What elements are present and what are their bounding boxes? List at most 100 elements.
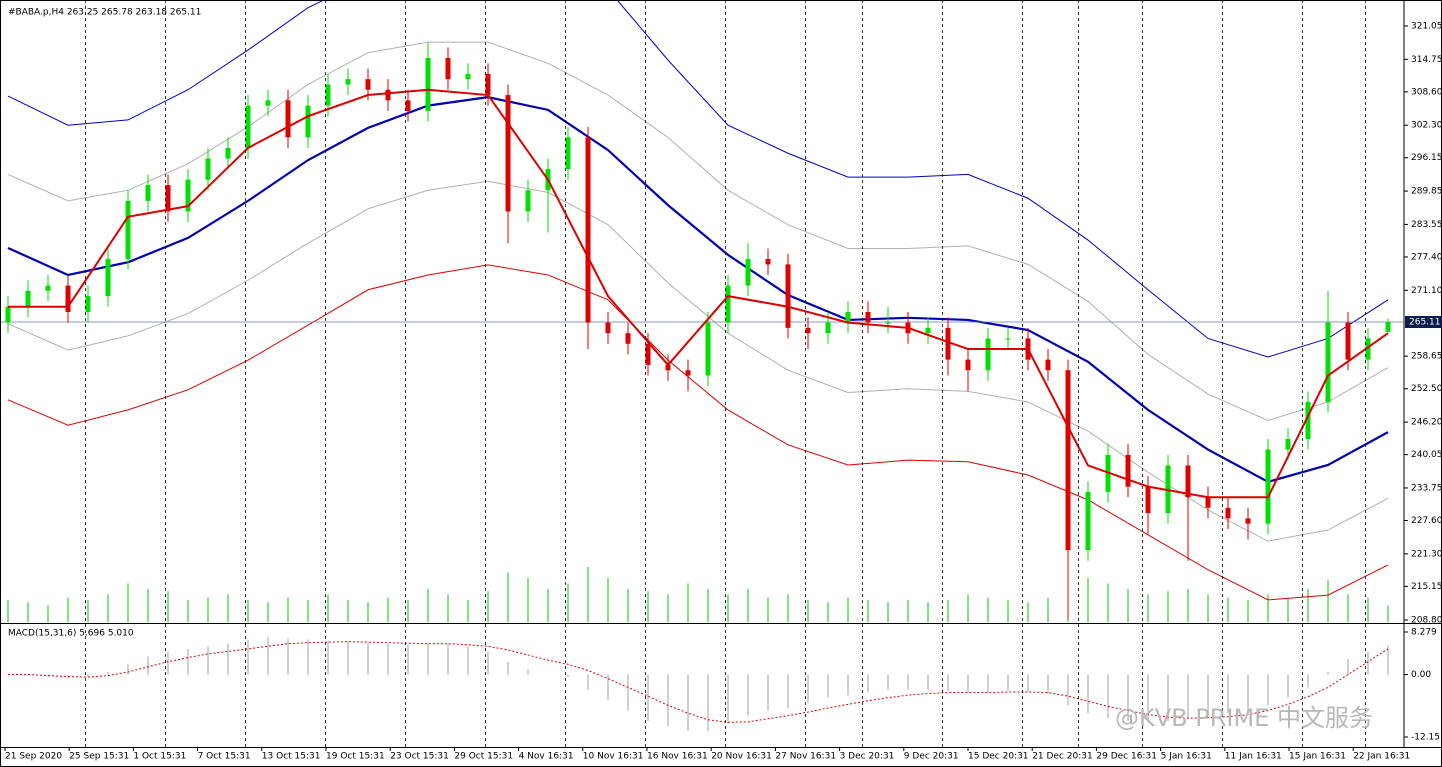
- candle-body: [1245, 518, 1251, 524]
- x-tick-label: 5 Jan 16:31: [1161, 752, 1212, 762]
- candle-body: [325, 84, 331, 106]
- indicator-line: [8, 88, 1389, 499]
- candle-body: [365, 79, 371, 90]
- candle-body: [585, 137, 591, 323]
- candle-body: [1385, 322, 1391, 332]
- candle-body: [485, 73, 491, 96]
- y-tick-label: 308.60: [1411, 87, 1442, 97]
- candle-body: [245, 105, 251, 148]
- candle-body: [445, 57, 451, 80]
- candle-body: [525, 190, 531, 212]
- candle-body: [125, 200, 131, 260]
- macd-tick-label: 0.00: [1411, 670, 1431, 680]
- candle-body: [1225, 507, 1231, 519]
- x-tick-label: 21 Sep 2020: [5, 752, 62, 762]
- candle-body: [345, 79, 351, 85]
- y-tick-label: 271.10: [1411, 286, 1442, 296]
- candle-body: [165, 185, 171, 212]
- candle-body: [1345, 322, 1351, 360]
- candle-body: [645, 343, 651, 365]
- y-tick-label: 296.15: [1411, 153, 1442, 163]
- macd-tick-label: -12.151: [1411, 733, 1442, 743]
- indicator-line: [7, 1, 1389, 358]
- candle-body: [685, 370, 691, 376]
- candle-body: [305, 105, 311, 138]
- y-tick-label: 277.40: [1411, 252, 1442, 262]
- x-tick-label: 4 Nov 16:31: [519, 752, 574, 762]
- candle-body: [465, 73, 471, 80]
- x-tick-label: 20 Nov 16:31: [711, 752, 772, 762]
- y-tick-label: 221.30: [1411, 549, 1442, 559]
- candle-body: [1185, 465, 1191, 498]
- header: #BABA.p,H4 263.25 265.78 263.18 265.11: [8, 8, 201, 18]
- y-tick-label: 208.80: [1411, 615, 1442, 625]
- candle-body: [845, 312, 851, 323]
- x-tick-label: 29 Oct 15:31: [454, 752, 513, 762]
- candle-body: [925, 327, 931, 334]
- candle-body: [1205, 497, 1211, 508]
- candle-body: [1145, 486, 1151, 514]
- x-tick-label: 19 Oct 15:31: [326, 752, 385, 762]
- x-tick-label: 10 Nov 16:31: [583, 752, 644, 762]
- y-tick-label: 215.15: [1411, 582, 1442, 592]
- candle-body: [1005, 338, 1011, 340]
- candle-body: [425, 57, 431, 111]
- candle-body: [205, 158, 211, 180]
- x-tick-label: 25 Sep 15:31: [69, 752, 129, 762]
- candle-body: [1085, 491, 1091, 551]
- y-tick-label: 233.75: [1411, 483, 1442, 493]
- candle-body: [185, 179, 191, 212]
- candle-body: [725, 285, 731, 323]
- candle-body: [1065, 370, 1071, 551]
- candle-body: [285, 100, 291, 138]
- candle-body: [705, 322, 711, 376]
- candle-body: [1305, 401, 1311, 440]
- macd-title: MACD(15,31,6) 5.696 5.010: [8, 629, 134, 639]
- macd-tick-label: 8.279: [1411, 627, 1437, 637]
- y-tick-label: 258.65: [1411, 352, 1442, 362]
- candle-body: [5, 306, 11, 323]
- y-tick-label: 283.55: [1411, 220, 1442, 230]
- candle-body: [85, 296, 91, 313]
- indicator-line: [7, 41, 1389, 422]
- candle-body: [1045, 359, 1051, 371]
- candle-body: [785, 264, 791, 328]
- candle-body: [885, 322, 891, 324]
- current-price-label: 265.11: [1409, 318, 1441, 328]
- candle-body: [65, 285, 71, 313]
- y-tick-label: 252.50: [1411, 384, 1442, 394]
- indicator-line: [7, 264, 1389, 601]
- x-tick-label: 9 Dec 20:31: [904, 752, 959, 762]
- candle-body: [945, 327, 951, 360]
- y-tick-label: 321.05: [1411, 21, 1442, 31]
- candle-body: [565, 137, 571, 170]
- x-tick-label: 21 Dec 20:31: [1032, 752, 1093, 762]
- x-tick-label: 15 Dec 20:31: [968, 752, 1029, 762]
- candle-body: [505, 95, 511, 212]
- candle-body: [405, 100, 411, 111]
- x-tick-label: 3 Dec 20:31: [840, 752, 895, 762]
- candle-body: [1265, 449, 1271, 524]
- x-tick-label: 22 Jan 16:31: [1353, 752, 1410, 762]
- candle-body: [745, 259, 751, 286]
- candle-body: [765, 259, 771, 265]
- candle-body: [805, 327, 811, 334]
- candle-body: [225, 147, 231, 159]
- current-price-box: [1405, 316, 1442, 329]
- candle-body: [385, 89, 391, 101]
- macd-signal: [8, 641, 1389, 723]
- y-tick-label: 246.20: [1411, 418, 1442, 428]
- x-tick-label: 13 Oct 15:31: [262, 752, 321, 762]
- y-tick-label: 227.60: [1411, 516, 1442, 526]
- candle-body: [145, 185, 151, 201]
- candle-body: [1365, 338, 1371, 360]
- y-tick-label: 240.05: [1411, 450, 1442, 460]
- main-panel: [1, 1, 1404, 622]
- indicator-line: [7, 96, 1389, 484]
- x-tick-label: 15 Jan 16:31: [1289, 752, 1346, 762]
- candle-body: [965, 359, 971, 371]
- x-tick-label: 16 Nov 16:31: [647, 752, 708, 762]
- y-tick-label: 289.85: [1411, 187, 1442, 197]
